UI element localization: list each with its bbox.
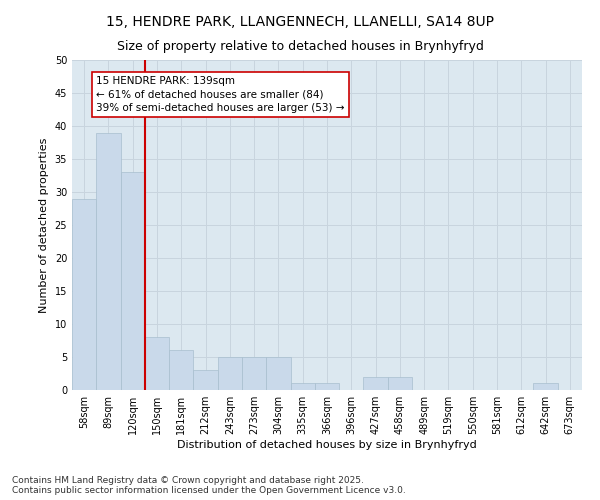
Bar (145, 337, 169, 390)
Bar (364, 377, 388, 390)
Bar (169, 350, 193, 390)
X-axis label: Distribution of detached houses by size in Brynhyfryd: Distribution of detached houses by size … (177, 440, 477, 450)
Bar (72, 198, 96, 390)
Bar (290, 384, 315, 390)
Bar (96, 132, 121, 390)
Y-axis label: Number of detached properties: Number of detached properties (39, 138, 49, 312)
Bar (121, 172, 145, 390)
Text: 15 HENDRE PARK: 139sqm
← 61% of detached houses are smaller (84)
39% of semi-det: 15 HENDRE PARK: 139sqm ← 61% of detached… (96, 76, 345, 113)
Bar (242, 357, 266, 390)
Bar (388, 377, 412, 390)
Bar (266, 357, 290, 390)
Text: Size of property relative to detached houses in Brynhyfryd: Size of property relative to detached ho… (116, 40, 484, 53)
Text: 15, HENDRE PARK, LLANGENNECH, LLANELLI, SA14 8UP: 15, HENDRE PARK, LLANGENNECH, LLANELLI, … (106, 15, 494, 29)
Text: Contains HM Land Registry data © Crown copyright and database right 2025.
Contai: Contains HM Land Registry data © Crown c… (12, 476, 406, 495)
Bar (193, 370, 218, 390)
Bar (315, 384, 339, 390)
Bar (218, 357, 242, 390)
Bar (533, 384, 558, 390)
